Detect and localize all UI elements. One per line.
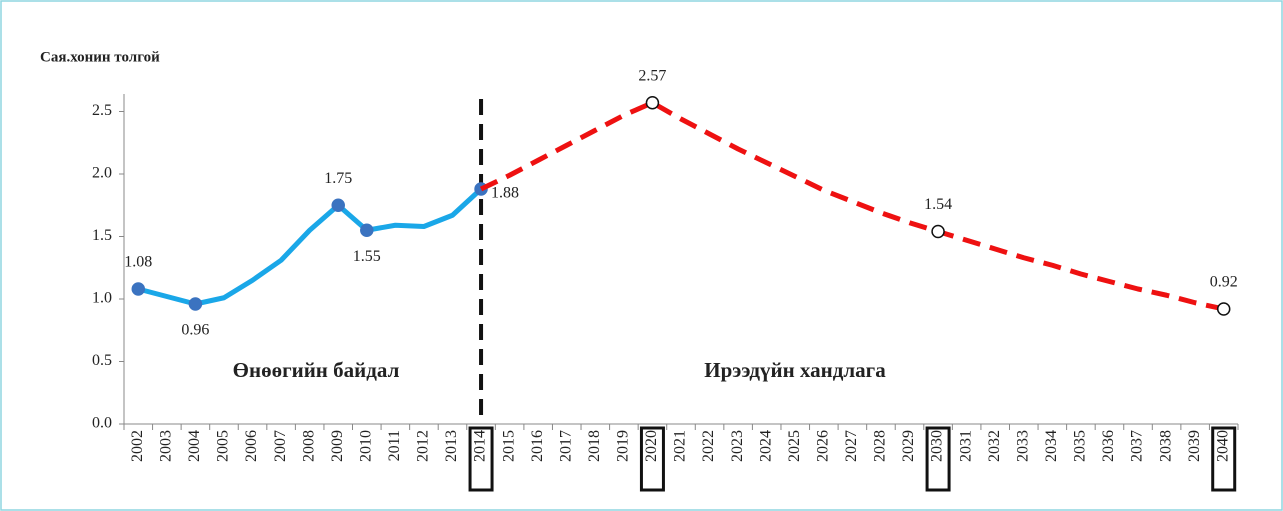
x-tick-label: 2009 <box>329 430 346 462</box>
x-tick-label: 2011 <box>386 430 403 461</box>
x-tick-label: 2034 <box>1043 430 1060 462</box>
x-tick-label: 2002 <box>129 430 146 462</box>
x-tick-label: 2010 <box>357 430 374 462</box>
y-axis-label: Сая.хонин толгой <box>40 49 160 65</box>
x-tick-label: 2033 <box>1014 430 1031 462</box>
category-highlight <box>925 426 951 492</box>
marker <box>188 297 203 311</box>
x-tick-label: 2006 <box>243 430 260 462</box>
x-tick-label: 2019 <box>615 430 632 462</box>
x-tick-label: 2003 <box>158 430 175 462</box>
marker <box>331 198 345 212</box>
data-label: 1.55 <box>353 248 381 265</box>
x-tick-label: 2030 <box>929 430 946 462</box>
data-label: 0.92 <box>1210 274 1238 291</box>
marker <box>131 282 146 296</box>
x-tick-label: 2029 <box>900 430 917 462</box>
category-highlight <box>1211 426 1237 492</box>
x-tick-label: 2018 <box>586 430 603 462</box>
annotation: Өнөөгийн байдал <box>233 358 400 382</box>
data-label: 1.08 <box>124 254 152 271</box>
y-tick-label: 2.0 <box>92 165 112 182</box>
y-tick-label: 0.0 <box>92 415 112 432</box>
marker <box>1216 302 1231 316</box>
x-tick-label: 2038 <box>1157 430 1174 462</box>
x-tick-label: 2020 <box>643 430 660 462</box>
marker <box>931 224 945 239</box>
x-tick-label: 2016 <box>529 430 546 462</box>
data-label: 1.54 <box>924 196 952 213</box>
x-tick-label: 2007 <box>272 430 289 462</box>
y-tick-label: 1.0 <box>92 290 112 307</box>
x-tick-label: 2024 <box>757 430 774 462</box>
x-tick-label: 2039 <box>1186 430 1203 462</box>
x-tick-label: 2037 <box>1129 430 1146 462</box>
series-line <box>479 100 1225 312</box>
x-tick-label: 2014 <box>472 430 489 462</box>
marker <box>645 96 660 110</box>
x-tick-label: 2005 <box>215 430 232 462</box>
y-tick-label: 0.5 <box>92 352 112 369</box>
x-tick-label: 2025 <box>786 430 803 462</box>
x-tick-label: 2032 <box>986 430 1003 462</box>
x-tick-label: 2013 <box>443 430 460 462</box>
annotation: Ирээдүйн хандлага <box>704 358 886 382</box>
y-tick-label: 1.5 <box>92 227 112 244</box>
y-tick-label: 2.5 <box>92 102 112 119</box>
marker <box>360 223 374 237</box>
data-label: 2.57 <box>638 67 666 84</box>
data-label: 0.96 <box>181 322 209 339</box>
x-tick-label: 2028 <box>872 430 889 462</box>
x-tick-label: 2004 <box>186 430 203 462</box>
x-tick-label: 2021 <box>672 430 689 462</box>
x-tick-label: 2031 <box>957 430 974 462</box>
category-highlight <box>468 426 494 492</box>
x-tick-label: 2035 <box>1072 430 1089 462</box>
x-tick-label: 2008 <box>300 430 317 462</box>
x-tick-label: 2027 <box>843 430 860 462</box>
x-tick-label: 2036 <box>1100 430 1117 462</box>
x-tick-label: 2015 <box>500 430 517 462</box>
x-tick-label: 2022 <box>700 430 717 462</box>
data-label: 1.75 <box>324 170 352 187</box>
x-tick-label: 2026 <box>814 430 831 462</box>
x-tick-label: 2023 <box>729 430 746 462</box>
x-tick-label: 2012 <box>415 430 432 462</box>
x-tick-label: 2017 <box>557 430 574 462</box>
x-tick-label: 2040 <box>1214 430 1231 462</box>
category-highlight <box>639 426 665 492</box>
data-label: 1.88 <box>491 185 519 202</box>
